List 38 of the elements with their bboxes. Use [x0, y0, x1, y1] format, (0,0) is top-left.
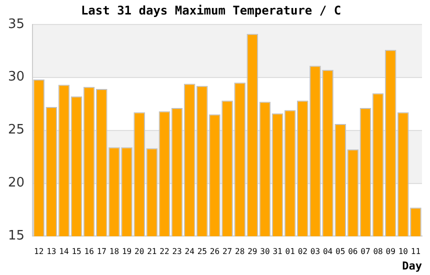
x-tick-label: 05 — [336, 247, 346, 256]
x-tick-label: 09 — [386, 247, 396, 256]
x-tick-label: 31 — [272, 247, 283, 256]
x-tick-label: 25 — [197, 247, 208, 256]
x-tick-label: 21 — [147, 247, 157, 256]
chart-title: Last 31 days Maximum Temperature / C — [80, 3, 342, 18]
x-tick-label: 02 — [298, 247, 308, 256]
x-tick-label: 04 — [322, 247, 333, 256]
x-tick-label: 20 — [134, 247, 144, 256]
x-tick-label: 27 — [222, 247, 232, 256]
x-tick-label: 19 — [122, 247, 132, 256]
y-tick-label: 25 — [8, 122, 25, 138]
x-tick-label: 12 — [34, 247, 44, 256]
x-tick-label: 10 — [398, 247, 408, 256]
x-tick-label: 26 — [210, 247, 220, 256]
x-tick-label: 22 — [160, 247, 170, 256]
x-tick-label: 08 — [373, 247, 384, 256]
x-tick-label: 23 — [172, 247, 182, 256]
x-tick-label: 17 — [96, 247, 107, 256]
x-tick-label: 03 — [310, 247, 320, 256]
x-tick-label: 14 — [59, 247, 69, 256]
x-tick-label: 06 — [348, 247, 358, 256]
x-tick-label: 24 — [184, 247, 195, 256]
y-tick-label: 35 — [8, 16, 25, 32]
x-tick-label: 16 — [84, 247, 94, 256]
y-tick-label: 20 — [8, 176, 25, 191]
x-tick-label: 29 — [248, 247, 258, 256]
x-tick-label: 01 — [285, 247, 296, 256]
x-tick-label: 07 — [360, 247, 370, 256]
x-axis-title: Day — [402, 259, 422, 272]
x-tick-label: 11 — [410, 247, 421, 256]
x-tick-label: 18 — [109, 247, 120, 256]
x-tick-label: 28 — [235, 247, 245, 256]
x-tick-label: 15 — [72, 247, 82, 256]
y-tick-label: 30 — [8, 70, 25, 85]
y-tick-label: 15 — [8, 228, 25, 244]
x-tick-label: 30 — [260, 247, 270, 256]
x-tick-label: 13 — [46, 247, 56, 256]
